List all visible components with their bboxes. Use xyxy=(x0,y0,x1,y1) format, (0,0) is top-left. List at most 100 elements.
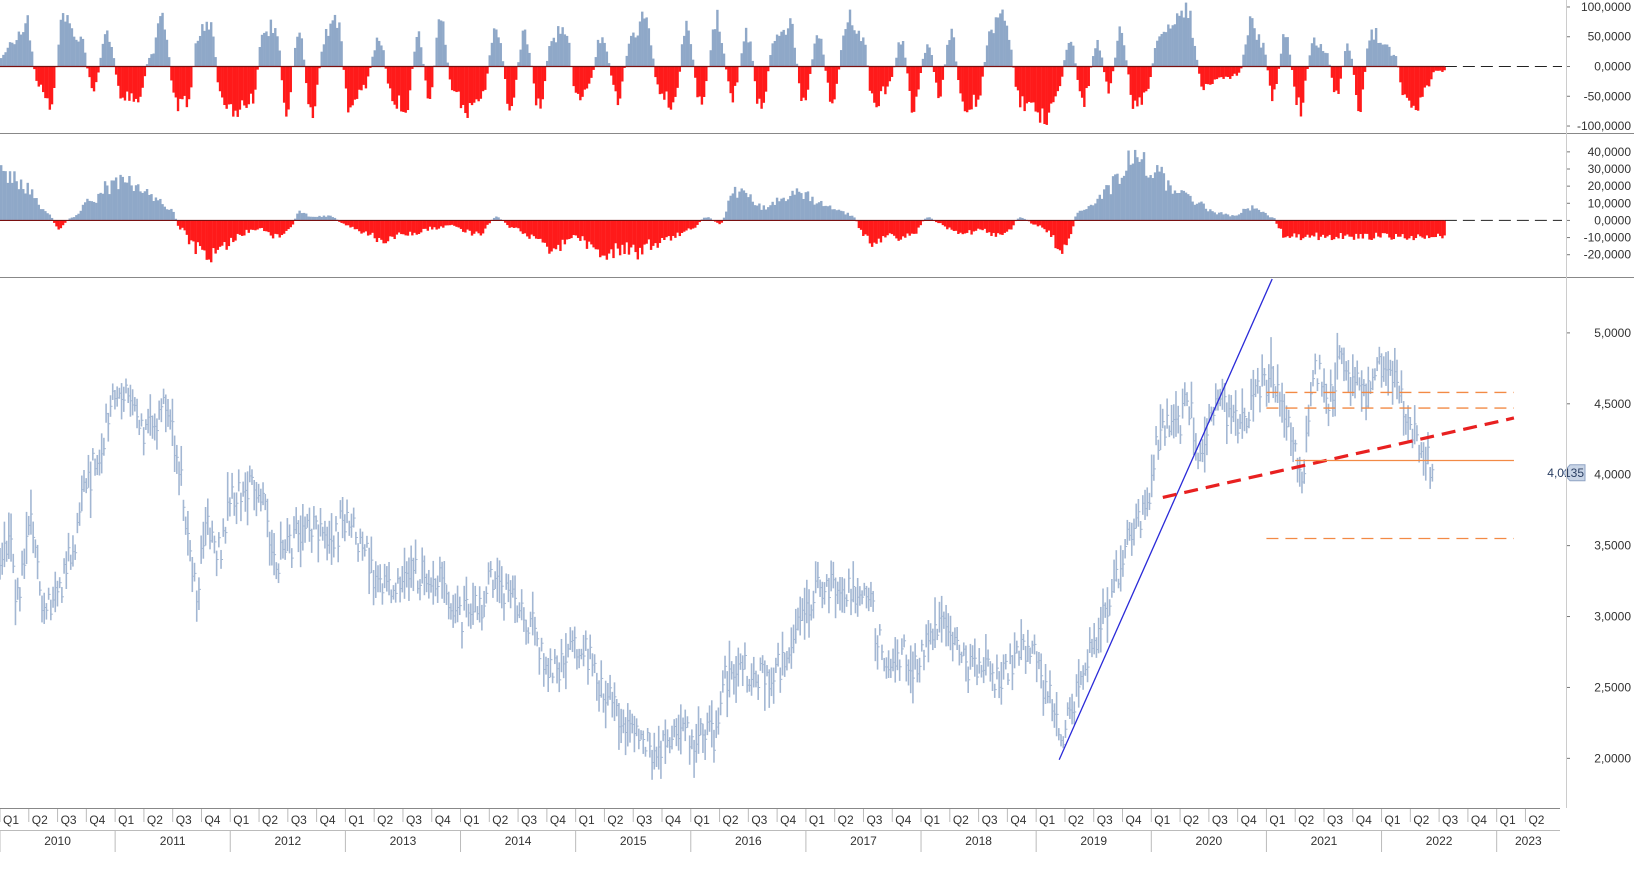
oscillator-bar xyxy=(1023,218,1026,221)
oscillator-bar xyxy=(1100,57,1104,67)
oscillator-bar xyxy=(678,66,682,72)
oscillator-bar xyxy=(238,66,242,110)
oscillator-bar xyxy=(539,66,542,109)
oscillator-bar xyxy=(285,220,288,231)
quarter-label: Q4 xyxy=(895,813,911,827)
oscillator-bar xyxy=(1408,66,1411,101)
oscillator-bar xyxy=(791,23,794,67)
oscillator-bar xyxy=(528,52,531,67)
oscillator-bar xyxy=(384,66,388,69)
oscillator-bar xyxy=(990,220,993,236)
oscillator-bar xyxy=(583,66,586,90)
oscillator-bar xyxy=(1149,66,1152,78)
quarter-label: Q2 xyxy=(1298,813,1314,827)
oscillator-bar xyxy=(1293,220,1296,234)
oscillator-bar xyxy=(629,35,633,67)
oscillator-bar xyxy=(846,212,850,221)
oscillator-bar xyxy=(205,21,208,67)
oscillator-bar xyxy=(654,220,657,244)
oscillator-bar xyxy=(123,66,127,101)
oscillator-bar xyxy=(464,220,467,233)
oscillator-bar xyxy=(70,217,74,221)
oscillator-bar xyxy=(1321,220,1325,235)
oscillator-bar xyxy=(660,66,664,94)
oscillator-bar xyxy=(855,33,858,67)
oscillator-bar xyxy=(1306,220,1309,235)
oscillator-bar xyxy=(285,66,288,117)
oscillator-bar xyxy=(289,66,292,93)
oscillator-bar xyxy=(647,220,651,240)
oscillator-bar xyxy=(771,201,774,221)
oscillator-bar xyxy=(868,220,872,244)
oscillator-bar xyxy=(320,51,323,67)
oscillator-bar xyxy=(92,201,96,221)
oscillator-bar xyxy=(899,44,903,67)
oscillator-bar xyxy=(382,220,385,244)
oscillator-bar xyxy=(660,220,664,238)
oscillator-bar xyxy=(1297,66,1300,98)
y-tick-label: 40,0000 xyxy=(1588,145,1632,159)
oscillator-bar xyxy=(1105,66,1108,82)
oscillator-bar xyxy=(205,220,208,260)
oscillator-bar xyxy=(145,64,149,67)
oscillator-bar xyxy=(908,66,911,91)
oscillator-bar xyxy=(800,193,803,221)
oscillator-bar xyxy=(1348,220,1351,237)
oscillator-bar xyxy=(873,220,876,243)
oscillator-bar xyxy=(1215,214,1219,221)
oscillator-bar xyxy=(632,220,635,245)
quarter-label: Q1 xyxy=(233,813,249,827)
oscillator-bar xyxy=(293,47,297,67)
oscillator-bar xyxy=(276,36,279,67)
oscillator-bar xyxy=(539,220,542,239)
oscillator-bar xyxy=(981,66,984,77)
oscillator-bar xyxy=(508,66,511,111)
oscillator-bar xyxy=(349,220,352,228)
oscillator-bar xyxy=(550,41,553,67)
oscillator-bar xyxy=(817,38,821,67)
oscillator-bar xyxy=(859,220,863,230)
oscillator-bar xyxy=(1054,220,1057,249)
oscillator-bar xyxy=(391,220,394,237)
oscillator-bar xyxy=(1085,209,1088,221)
oscillator-bar xyxy=(1142,152,1146,221)
oscillator-bar xyxy=(302,212,306,221)
oscillator-bar xyxy=(30,51,34,67)
oscillator-bar xyxy=(1352,66,1356,75)
oscillator-bar xyxy=(587,66,591,84)
oscillator-bar xyxy=(298,210,301,221)
oscillator-bar xyxy=(713,29,717,67)
oscillator-bar xyxy=(800,66,803,101)
oscillator-bar xyxy=(1103,189,1106,221)
oscillator-bar xyxy=(11,182,14,221)
oscillator-bar xyxy=(351,66,354,106)
oscillator-bar xyxy=(448,66,452,80)
oscillator-bar xyxy=(974,66,978,107)
oscillator-bar xyxy=(1215,66,1219,80)
oscillator-bar xyxy=(1127,150,1130,221)
oscillator-bar xyxy=(665,66,668,92)
oscillator-bar xyxy=(1187,18,1190,67)
y-tick-label: 20,0000 xyxy=(1588,179,1632,193)
oscillator-bar xyxy=(128,66,131,101)
oscillator-bar xyxy=(163,29,166,67)
oscillator-bar xyxy=(225,66,228,109)
oscillator-bar xyxy=(446,220,449,226)
oscillator-bar xyxy=(1410,220,1413,236)
oscillator-bar xyxy=(526,44,529,67)
oscillator-bar xyxy=(886,66,889,87)
oscillator-bar xyxy=(751,201,754,221)
oscillator-bar xyxy=(1271,66,1274,102)
oscillator-bar xyxy=(709,50,712,67)
oscillator-bar xyxy=(696,220,699,225)
oscillator-bar xyxy=(313,216,317,221)
oscillator-bar xyxy=(1043,66,1046,124)
oscillator-bar xyxy=(419,47,423,67)
oscillator-bar xyxy=(1138,161,1141,221)
oscillator-bar xyxy=(957,220,960,234)
year-label: 2011 xyxy=(160,834,186,848)
oscillator-bar xyxy=(541,220,544,243)
oscillator-bar xyxy=(1061,220,1064,254)
oscillator-bar xyxy=(780,31,783,67)
